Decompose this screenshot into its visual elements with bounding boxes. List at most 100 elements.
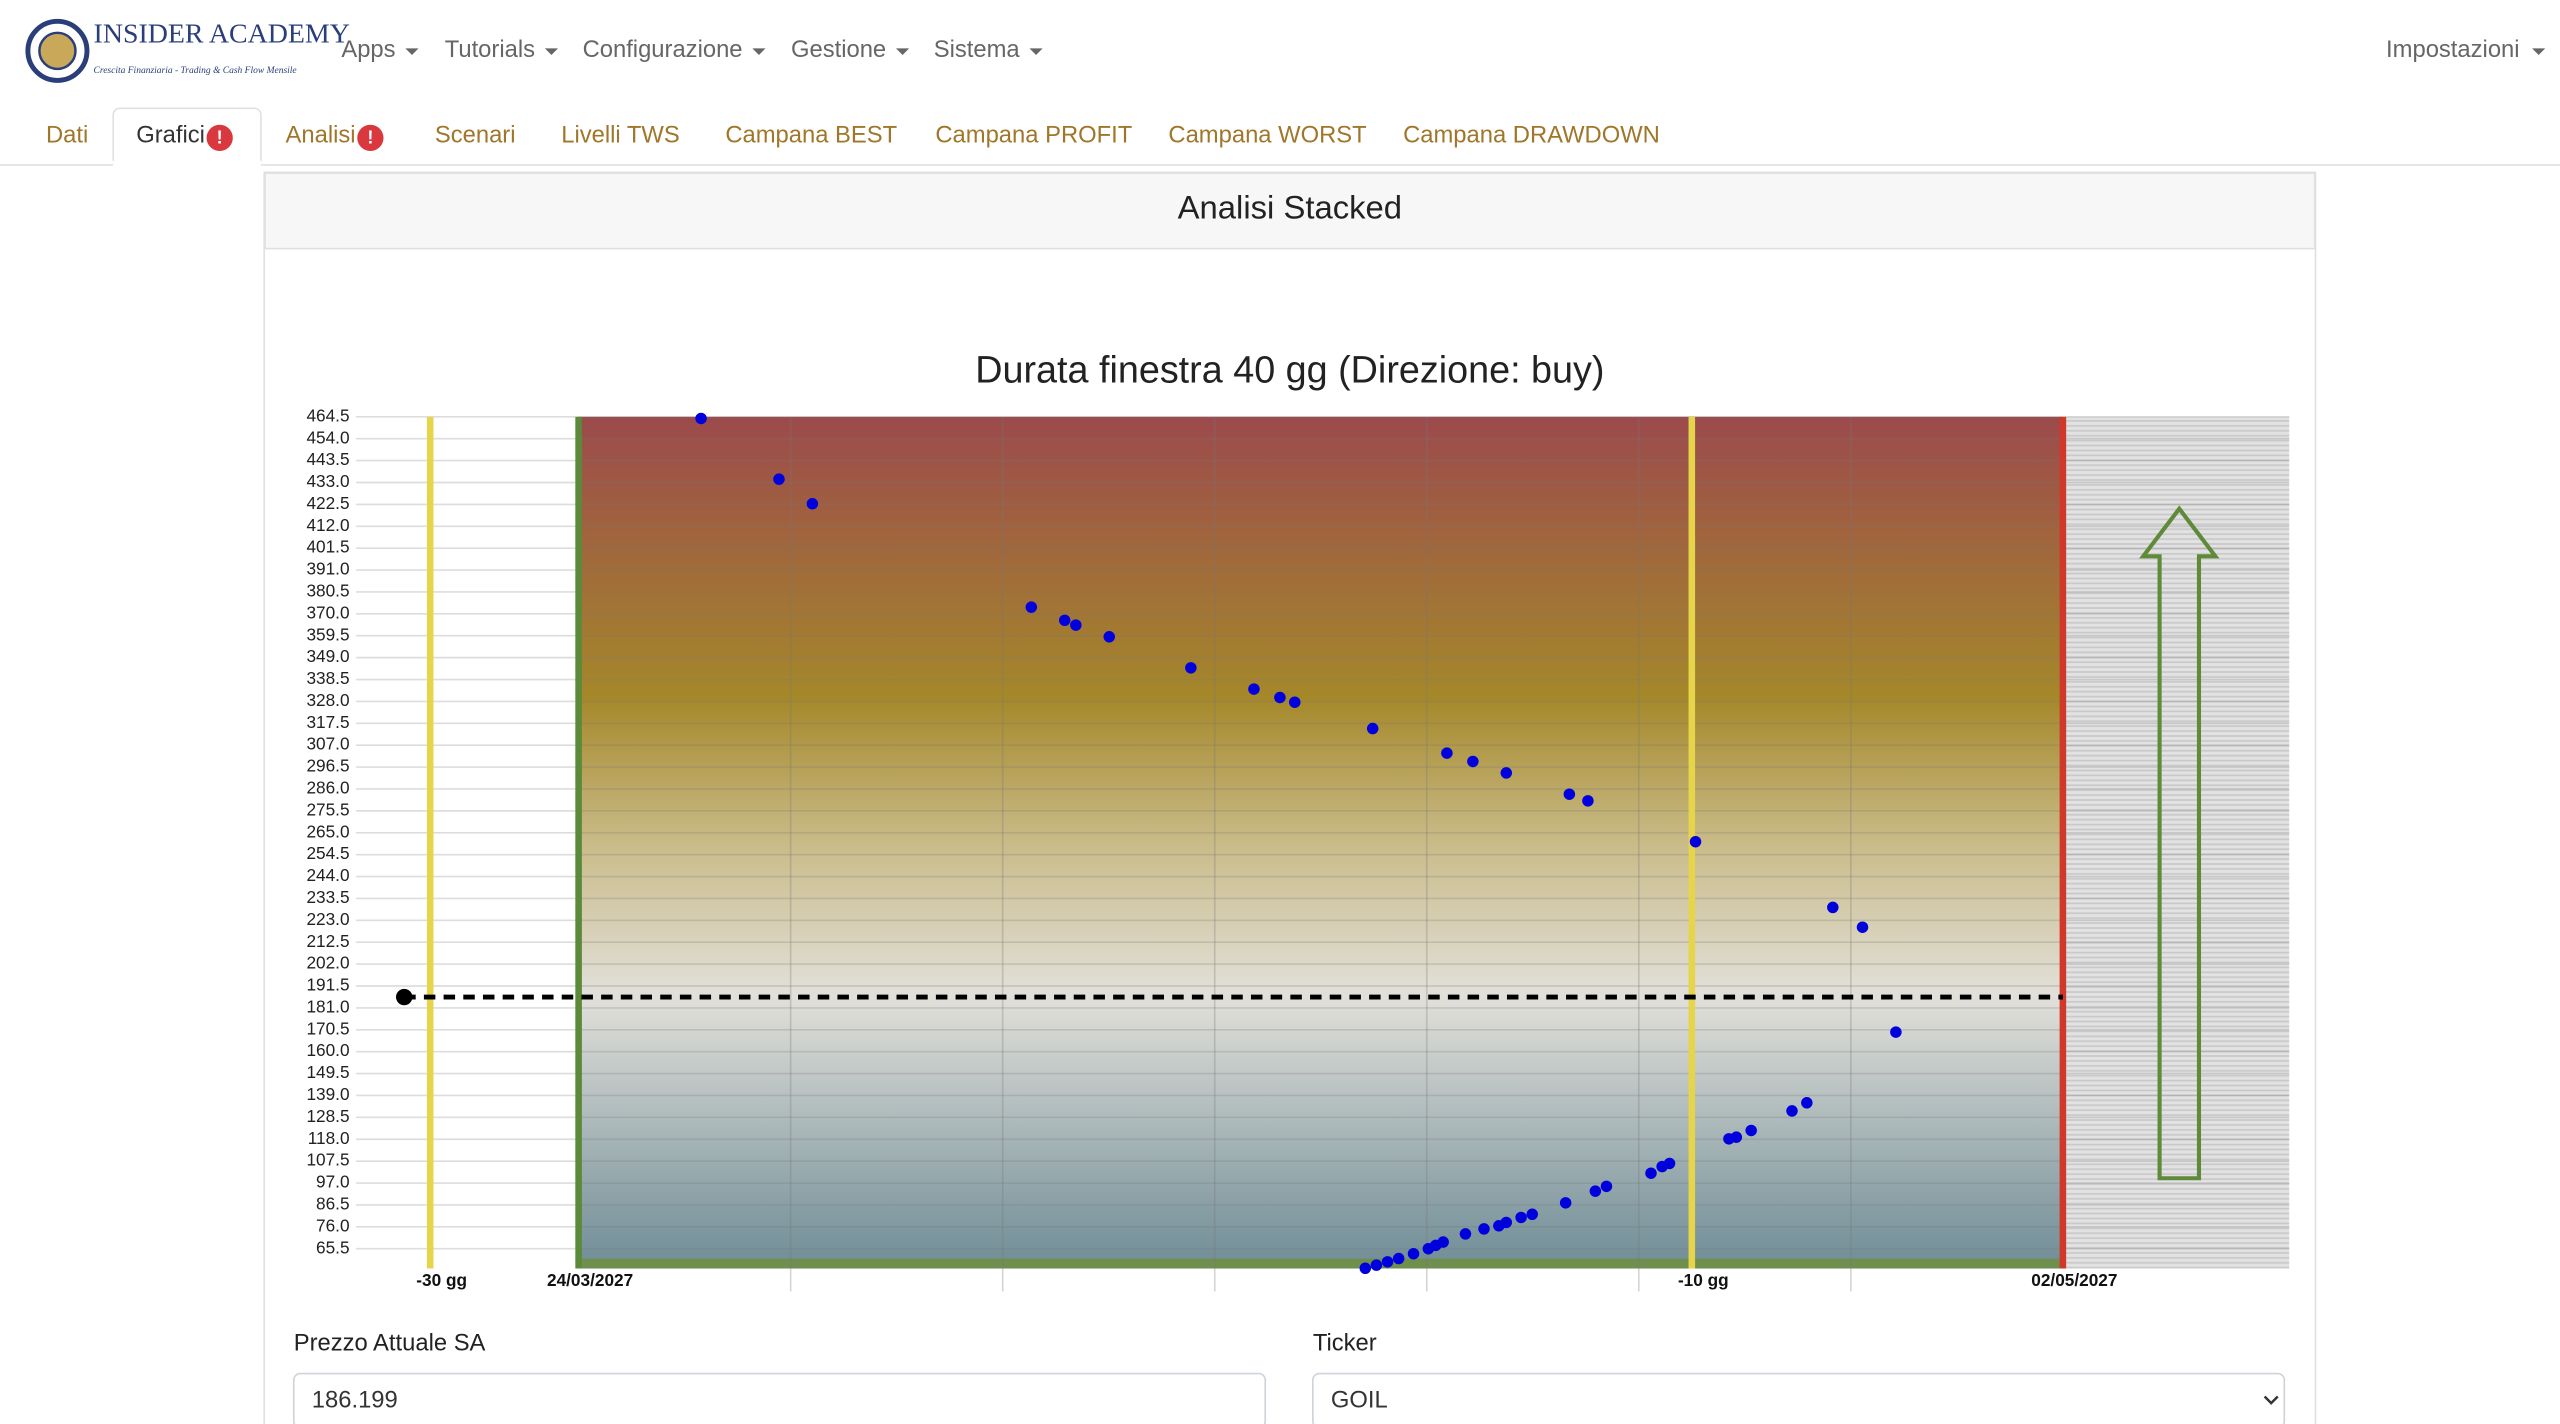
y-tick-label: 307.0 [306, 734, 349, 754]
card-title: Analisi Stacked [1178, 189, 1402, 226]
caret [752, 48, 766, 55]
zone-gradient [578, 416, 2063, 1269]
point [1359, 1262, 1372, 1275]
y-tick-label: 191.5 [306, 975, 349, 995]
caret [544, 48, 559, 55]
y-tick-label: 65.5 [316, 1237, 350, 1257]
nav-item[interactable]: Tutorials [445, 36, 535, 63]
tab[interactable]: Campana WORST [1168, 121, 1366, 148]
tab[interactable]: Campana BEST [725, 121, 897, 148]
y-tick-label: 443.5 [306, 449, 349, 469]
point [1366, 722, 1379, 735]
y-tick-label: 254.5 [306, 843, 349, 863]
y-tick-label: 139.0 [306, 1084, 349, 1104]
tab[interactable]: Scenari [435, 121, 516, 148]
badge [206, 124, 233, 151]
y-tick-label: 86.5 [316, 1193, 350, 1213]
y-tick-label: 464.5 [306, 405, 349, 425]
point [1441, 747, 1453, 759]
y-tick-label: 370.0 [306, 602, 349, 622]
point [1381, 1256, 1394, 1268]
point [1559, 1197, 1572, 1209]
point [1786, 1105, 1798, 1117]
y-tick-label: 433.0 [306, 471, 349, 491]
tab[interactable]: Analisi [286, 121, 356, 148]
y-tick-label: 160.0 [306, 1040, 349, 1060]
y-tick-label: 97.0 [316, 1172, 350, 1192]
y-tick-label: 349.0 [306, 646, 349, 666]
tab[interactable]: Grafici [136, 121, 205, 148]
x-tick-label: -30 gg [416, 1270, 467, 1290]
point [1801, 1097, 1813, 1109]
y-tick-label: 118.0 [308, 1128, 350, 1148]
point [695, 412, 707, 425]
y-tick-label: 244.0 [306, 865, 349, 885]
tab[interactable]: Dati [46, 121, 88, 148]
nav-item[interactable]: Gestione [791, 36, 886, 63]
y-tick-label: 149.5 [306, 1062, 349, 1082]
point [1526, 1208, 1538, 1221]
point [1656, 1160, 1668, 1173]
point [1500, 767, 1513, 779]
y-tick-label: 233.5 [306, 887, 349, 907]
y-tick-label: 296.5 [306, 756, 349, 776]
point [1856, 921, 1869, 933]
tab-cover [113, 160, 261, 168]
tab[interactable]: Campana PROFIT [935, 121, 1132, 148]
field-label: Prezzo Attuale SA [294, 1329, 486, 1356]
y-tick-label: 212.5 [306, 931, 349, 951]
badge-text: ! [217, 127, 223, 147]
nav-item[interactable]: Sistema [934, 36, 1021, 63]
point [1515, 1211, 1527, 1224]
nav-item[interactable]: Apps [341, 36, 395, 63]
point [1467, 755, 1479, 768]
point [1185, 662, 1197, 674]
y-tick-label: 202.0 [306, 953, 349, 973]
tab[interactable]: Campana DRAWDOWN [1403, 121, 1660, 148]
nav-right[interactable]: Impostazioni [2386, 36, 2520, 63]
point [1407, 1247, 1420, 1260]
y-tick-label: 401.5 [306, 537, 349, 557]
y-tick-label: 338.5 [306, 668, 349, 688]
reference-point [396, 988, 413, 1006]
point [1274, 691, 1286, 704]
x-tick-label: 02/05/2027 [2031, 1270, 2117, 1290]
point [1248, 683, 1260, 695]
field-label: Ticker [1313, 1329, 1377, 1356]
badge-text: ! [367, 127, 373, 147]
point [1392, 1252, 1405, 1265]
tab[interactable]: Livelli TWS [561, 121, 680, 148]
y-tick-label: 412.0 [306, 515, 349, 535]
point [1070, 619, 1082, 631]
y-tick-label: 286.0 [306, 778, 349, 798]
brand[interactable]: INSIDER ACADEMY [94, 19, 350, 50]
point [1745, 1124, 1757, 1137]
caret [2532, 48, 2546, 55]
point [1689, 835, 1702, 848]
logo-inner [38, 31, 77, 71]
field-value: 186.199 [312, 1387, 398, 1414]
zone-bottom [578, 1258, 2063, 1269]
point [1589, 1185, 1602, 1197]
y-tick-label: 170.5 [306, 1018, 349, 1038]
point [806, 498, 819, 510]
field-value: GOIL [1331, 1387, 1388, 1414]
y-tick-label: 317.5 [306, 712, 349, 732]
select[interactable] [1312, 1372, 2286, 1424]
y-tick-label: 181.0 [306, 996, 349, 1016]
point [1493, 1220, 1505, 1232]
y-tick-label: 128.5 [306, 1106, 349, 1126]
y-tick-label: 76.0 [316, 1215, 350, 1235]
arrow [2139, 505, 2220, 1181]
y-tick-label: 454.0 [306, 427, 349, 447]
y-tick-label: 107.5 [306, 1150, 349, 1170]
y-tick-label: 328.0 [306, 690, 349, 710]
point [1103, 631, 1115, 643]
point [1645, 1167, 1657, 1179]
nav-item[interactable]: Configurazione [583, 36, 743, 63]
point [1827, 901, 1839, 914]
x-tick-label: -10 gg [1678, 1270, 1729, 1290]
input[interactable] [292, 1372, 1267, 1424]
